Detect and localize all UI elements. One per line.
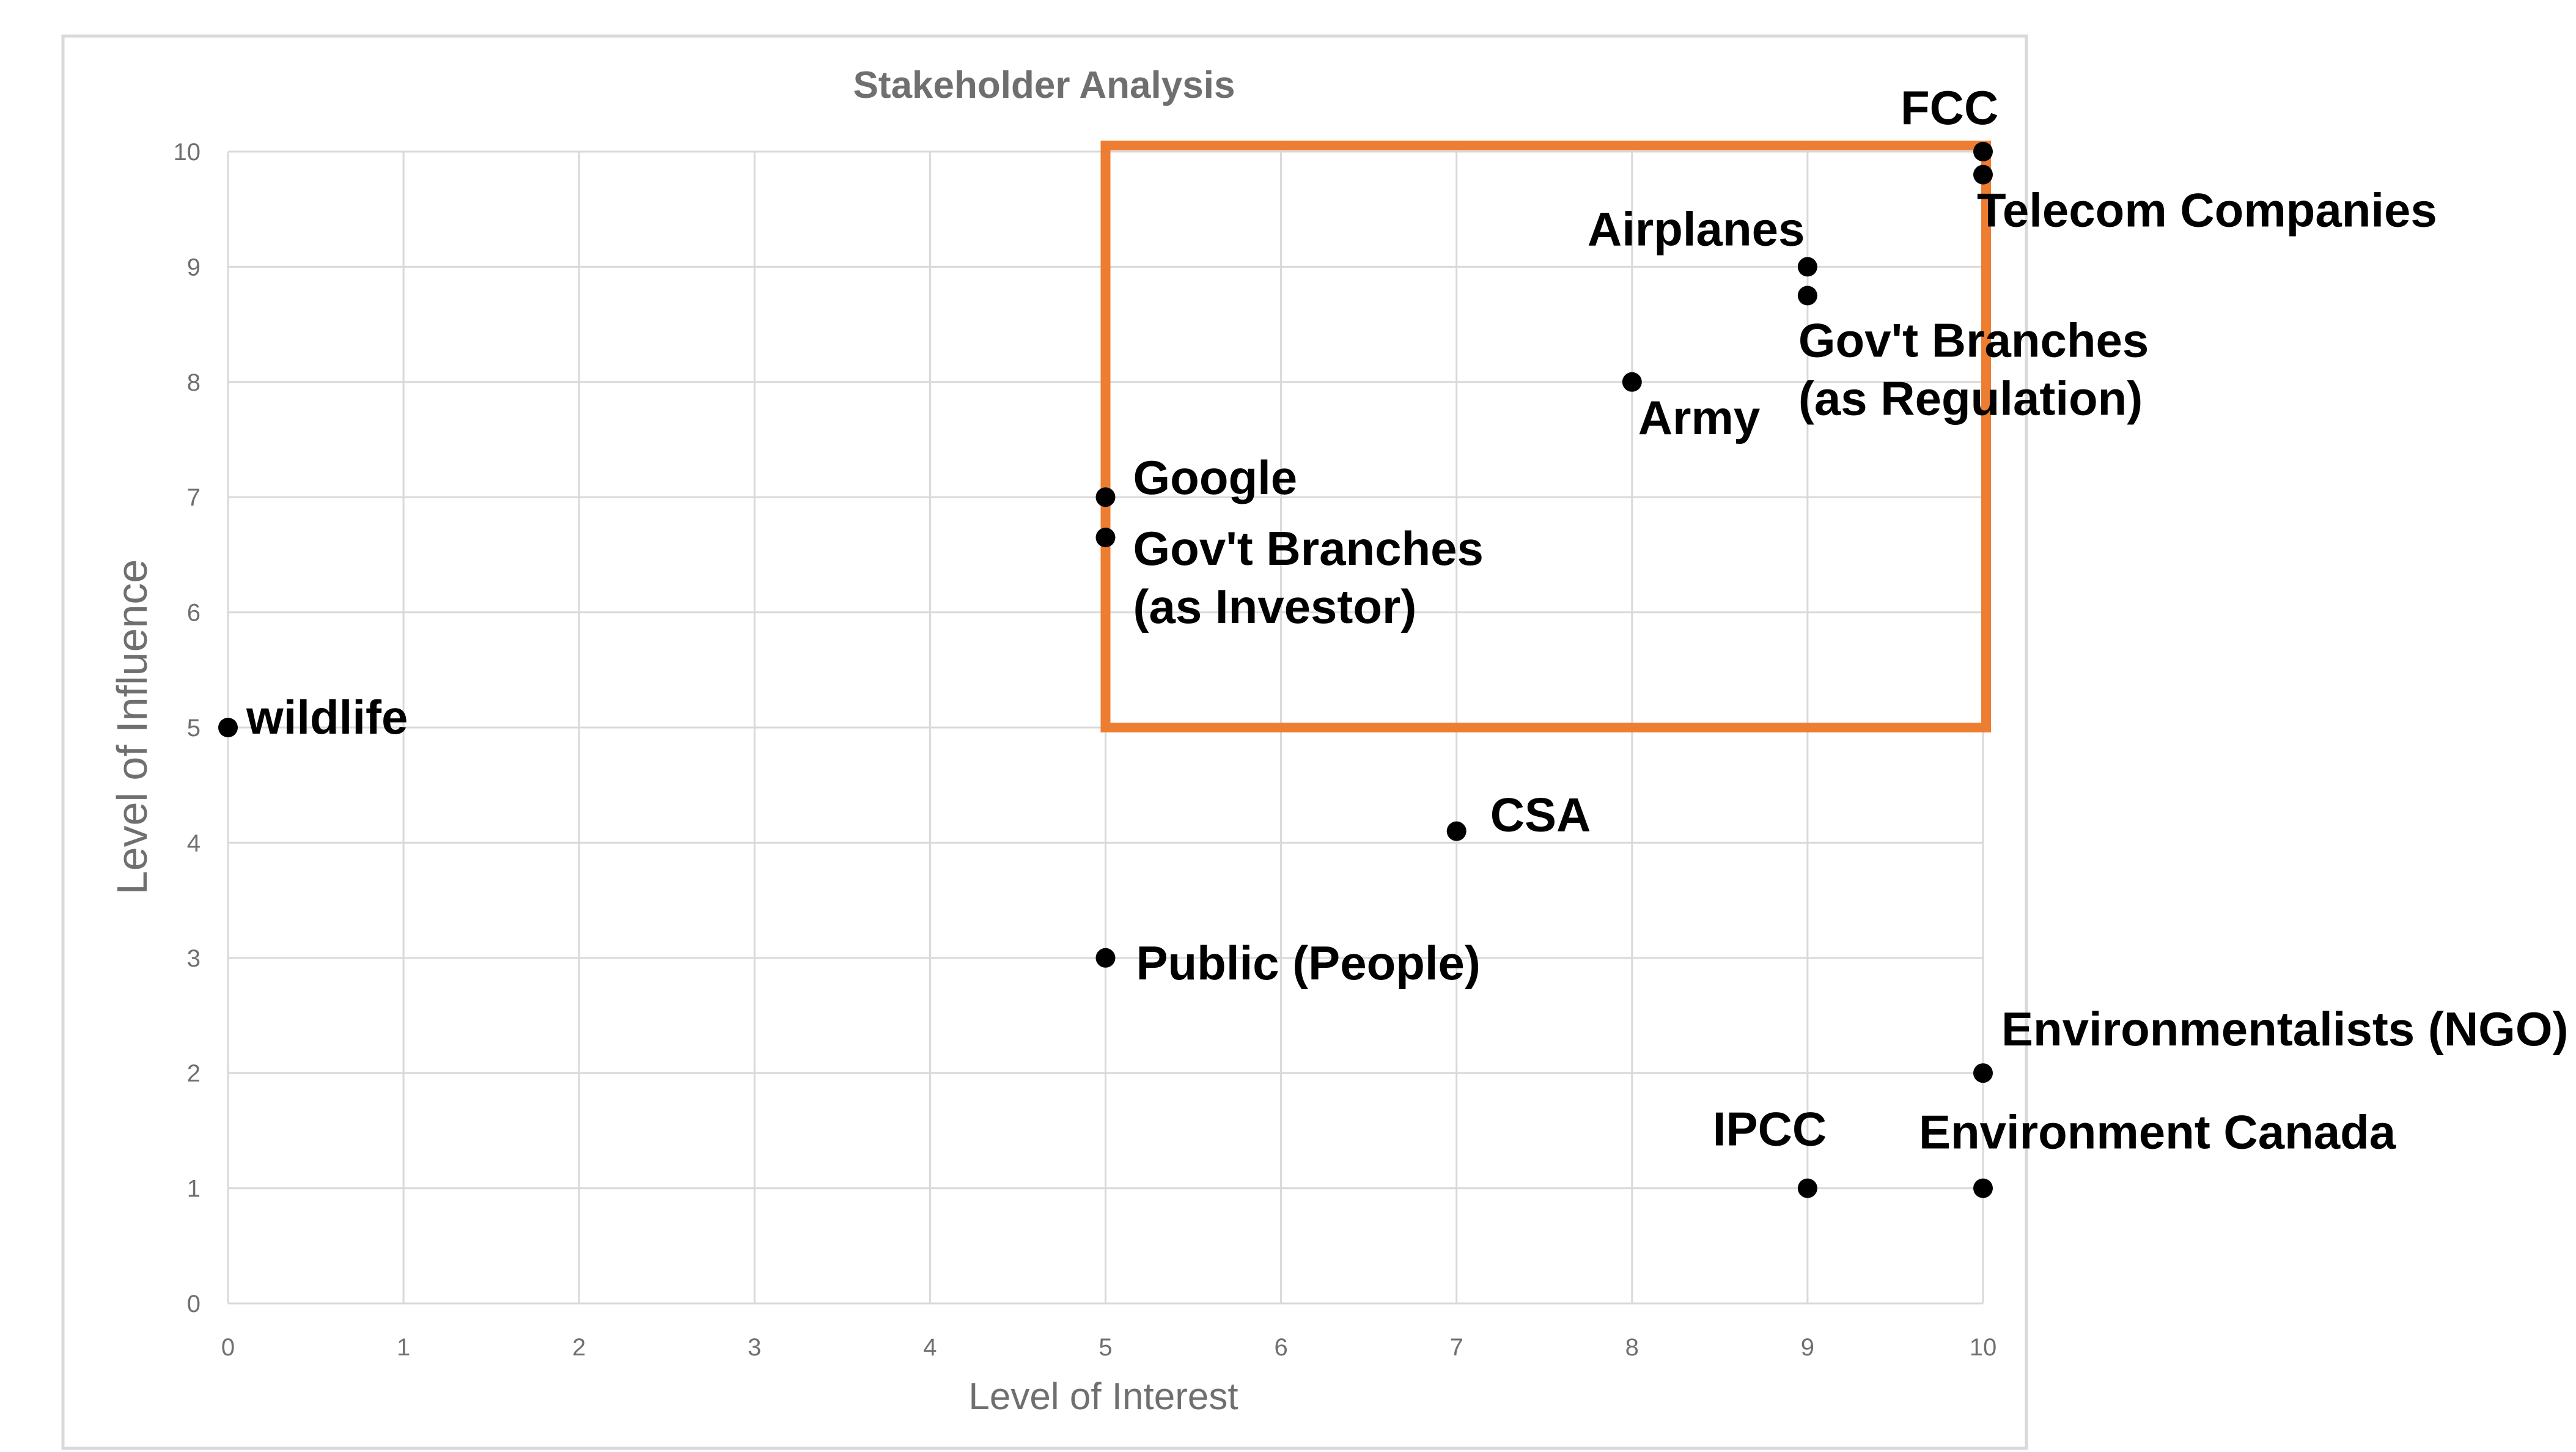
x-axis-title: Level of Interest: [968, 1376, 1238, 1418]
data-point: [1797, 1178, 1817, 1198]
point-label: Environmentalists (NGO): [2001, 1002, 2568, 1056]
highlight-box-layer: [1100, 141, 1991, 732]
point-label: Environment Canada: [1919, 1105, 2396, 1159]
tick-labels: 0 1 2 3 4 5 6 7 8 9 10 0 1 2 3 4 5 6 7 8 9 10: [174, 139, 1997, 1361]
point-label: Army: [1638, 391, 1760, 444]
y-tick-label: 0: [187, 1291, 201, 1317]
point-label: Public (People): [1136, 936, 1481, 990]
point-label: Google: [1133, 451, 1298, 504]
point-label: Gov't Branches (as Regulation): [1798, 314, 2149, 426]
y-tick-label: 2: [187, 1060, 201, 1087]
data-point: [1797, 257, 1817, 277]
y-tick-label: 8: [187, 369, 201, 396]
y-tick-label: 7: [187, 484, 201, 511]
point-label: Gov't Branches (as Investor): [1133, 521, 1484, 633]
point-label: wildlife: [246, 690, 408, 744]
data-point: [1973, 1063, 1993, 1083]
points-layer: [218, 142, 1993, 1198]
y-tick-label: 1: [187, 1176, 201, 1203]
data-point: [1973, 142, 1993, 161]
x-tick-label: 9: [1801, 1334, 1814, 1361]
x-tick-label: 6: [1274, 1334, 1287, 1361]
x-tick-label: 4: [923, 1334, 937, 1361]
data-point: [1095, 948, 1116, 968]
data-point: [1095, 528, 1116, 548]
data-point: [1446, 821, 1466, 841]
point-label: Airplanes: [1588, 202, 1805, 256]
chart-title: Stakeholder Analysis: [853, 64, 1235, 106]
x-tick-label: 1: [397, 1334, 410, 1361]
y-axis-title: Level of Influence: [108, 559, 156, 895]
y-tick-label: 4: [187, 830, 201, 857]
x-tick-label: 8: [1625, 1334, 1639, 1361]
x-tick-label: 5: [1098, 1334, 1112, 1361]
x-tick-label: 7: [1450, 1334, 1463, 1361]
data-point: [1095, 487, 1116, 507]
x-tick-label: 2: [572, 1334, 586, 1361]
point-label: Telecom Companies: [1977, 183, 2437, 237]
y-tick-label: 3: [187, 945, 201, 972]
point-label: CSA: [1490, 788, 1591, 842]
point-labels: FCC Telecom Companies Airplanes Gov't Branc…: [246, 81, 2568, 1159]
data-point: [1973, 1178, 1993, 1198]
data-point: [1622, 372, 1642, 392]
point-label: FCC: [1901, 81, 1998, 135]
data-point: [1797, 286, 1817, 306]
y-tick-label: 10: [174, 139, 201, 166]
chart-area-border: [61, 34, 2028, 1450]
x-tick-label: 3: [748, 1334, 761, 1361]
y-tick-label: 9: [187, 254, 201, 281]
data-point: [218, 718, 238, 737]
data-point: [1973, 164, 1993, 185]
y-tick-label: 6: [187, 600, 201, 627]
y-tick-label: 5: [187, 715, 201, 742]
x-tick-label: 10: [1970, 1334, 1997, 1361]
point-label: IPCC: [1713, 1102, 1827, 1156]
high-priority-box: [1100, 141, 1991, 732]
x-tick-label: 0: [221, 1334, 235, 1361]
